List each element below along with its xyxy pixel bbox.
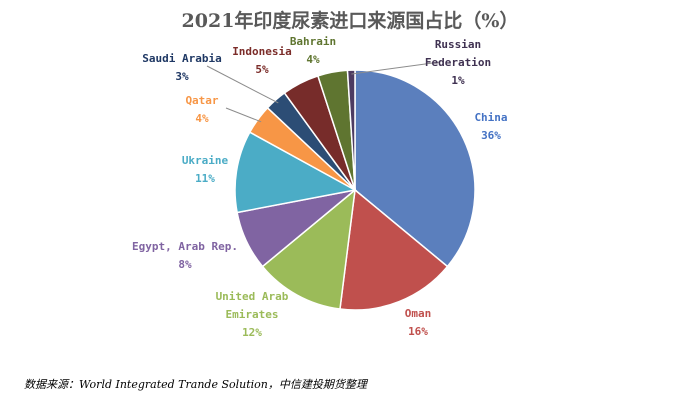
slice-name-label: Bahrain	[290, 35, 336, 48]
slice-percent-label: 5%	[255, 63, 269, 76]
slice-name-label: Egypt, Arab Rep.	[132, 240, 238, 253]
slice-percent-label: 12%	[242, 326, 262, 339]
slice-name-label: Indonesia	[232, 45, 292, 58]
slice-name-label: Qatar	[185, 94, 218, 107]
leader-line-russian-federation	[351, 61, 441, 75]
slice-name-label: Russian	[435, 38, 481, 51]
slice-name-label: Emirates	[226, 308, 279, 321]
pie-slice-united-arab-emirates	[261, 188, 356, 310]
slice-label-ukraine: Ukraine 11%	[182, 154, 229, 185]
slice-name-label: China	[474, 111, 507, 124]
slice-name-label: Ukraine	[182, 154, 229, 167]
pie-slice-china	[354, 69, 476, 268]
source-note: 数据来源：World Integrated Trande Solution，中信…	[24, 378, 367, 391]
slice-label-indonesia: Indonesia 5%	[232, 45, 292, 76]
chart-title: 2021年印度尿素进口来源国占比（%）	[182, 9, 519, 32]
slice-label-china: China 36%	[474, 111, 507, 142]
pie-slice-ukraine	[234, 131, 358, 214]
slice-label-saudi-arabia: Saudi Arabia 3%	[142, 52, 221, 83]
slice-percent-label: 8%	[178, 258, 192, 271]
slice-name-label: Saudi Arabia	[142, 52, 221, 65]
slice-name-label: United Arab	[216, 290, 289, 303]
pie-slice-russian-federation	[346, 69, 356, 191]
pie-slice-oman	[339, 188, 449, 311]
leader-line-saudi-arabia	[206, 65, 279, 104]
leader-line-qatar	[225, 107, 262, 123]
pie-slices	[234, 69, 476, 311]
slice-label-united-arab-emirates: United Arab Emirates 12%	[216, 290, 289, 339]
slice-name-label: Federation	[425, 56, 491, 69]
leader-lines	[206, 61, 441, 123]
slice-label-russian-federation: Russian Federation 1%	[425, 38, 491, 87]
slice-label-egypt-arab-rep: Egypt, Arab Rep. 8%	[132, 240, 238, 271]
slice-label-oman: Oman 16%	[405, 307, 432, 338]
slice-percent-label: 4%	[306, 53, 320, 66]
slice-percent-label: 1%	[451, 74, 465, 87]
slice-labels: China 36% Oman 16% United Arab Emirates 12% Egy…	[132, 35, 508, 339]
slice-percent-label: 3%	[175, 70, 189, 83]
slice-label-bahrain: Bahrain 4%	[290, 35, 336, 66]
slice-percent-label: 11%	[195, 172, 215, 185]
slice-label-qatar: Qatar 4%	[185, 94, 218, 125]
slice-percent-label: 36%	[481, 129, 501, 142]
slice-percent-label: 16%	[408, 325, 428, 338]
slice-name-label: Oman	[405, 307, 432, 320]
slice-percent-label: 4%	[195, 112, 209, 125]
